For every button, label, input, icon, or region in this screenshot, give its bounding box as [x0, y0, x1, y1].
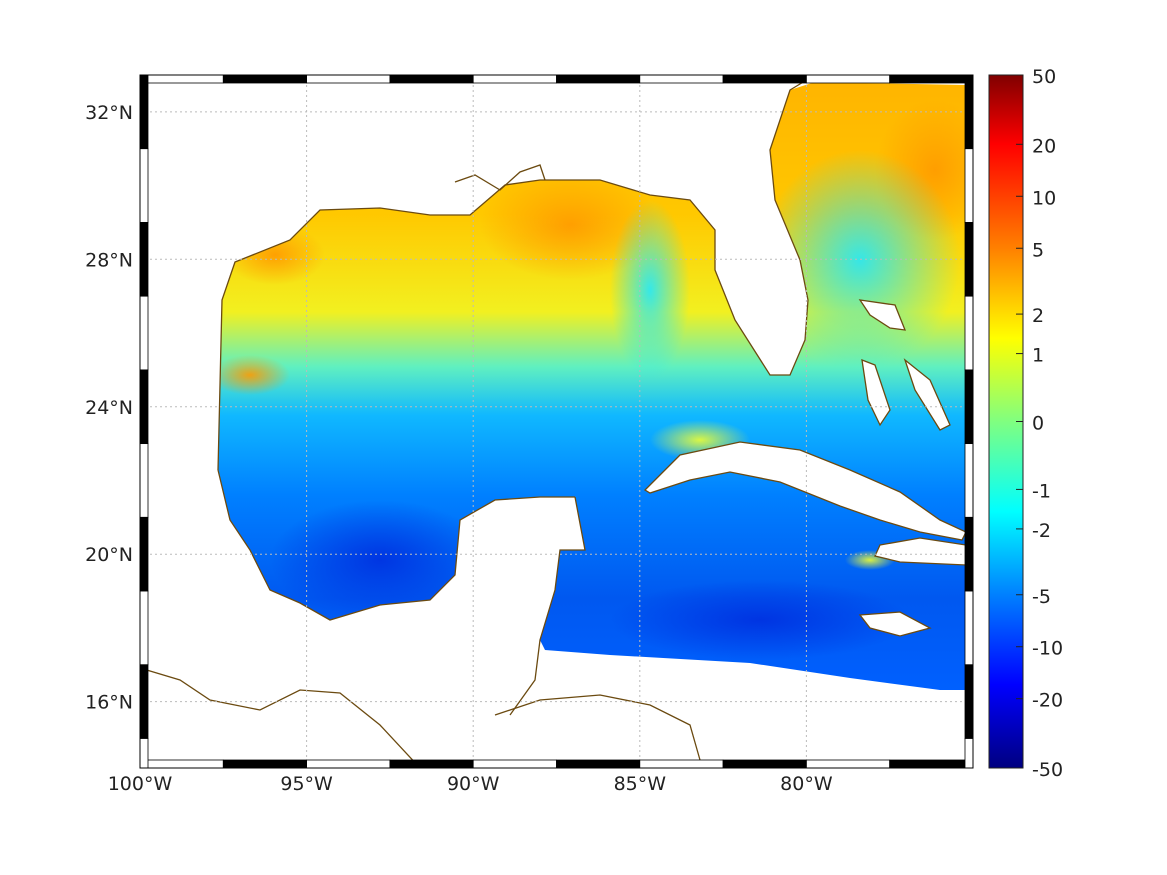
frame-segment [139, 759, 224, 769]
colorbar-tick-label: -1 [1032, 480, 1051, 502]
high-anomaly-blob [218, 355, 290, 395]
frame-segment [889, 759, 974, 769]
frame-segment [139, 74, 149, 150]
lat-tick-label: 16°N [85, 692, 133, 714]
frame-segment [139, 295, 149, 371]
jamaica [858, 611, 932, 637]
lat-tick-label: 32°N [85, 102, 133, 124]
frame-segment [139, 148, 149, 223]
frame-segment [806, 74, 891, 84]
frame-segment [964, 590, 974, 666]
colorbar-tick-label: -2 [1032, 520, 1051, 542]
lon-tick-label: 95°W [280, 773, 333, 795]
colorbar-tick-label: -50 [1032, 759, 1063, 781]
frame-segment [139, 443, 149, 518]
frame-segment [964, 222, 974, 297]
frame-segment [472, 759, 557, 769]
lat-tick-label: 24°N [85, 397, 133, 419]
frame-segment [139, 590, 149, 666]
frame-segment [964, 295, 974, 371]
frame-segment [889, 74, 974, 84]
central-america-coast [139, 667, 421, 769]
land-masses [643, 299, 967, 637]
frame-segment [964, 664, 974, 739]
frame-segment [964, 443, 974, 518]
colorbar-tick-label: 50 [1032, 66, 1056, 88]
bahamas-eleuthera [903, 358, 951, 431]
frame-segment [639, 759, 724, 769]
high-anomaly-blob [225, 225, 325, 285]
colorbar-tick-label: 2 [1032, 305, 1044, 327]
frame-segment [222, 74, 308, 84]
frame-segment [139, 516, 149, 592]
frame-segment [556, 74, 641, 84]
frame-segment [389, 759, 474, 769]
cuba [643, 441, 967, 541]
bahamas-abaco [858, 299, 907, 331]
frame-segment [139, 664, 149, 739]
mid-anomaly-blob [610, 200, 690, 380]
frame-segment [389, 74, 474, 84]
frame-segment [139, 74, 224, 84]
mississippi-delta [454, 164, 546, 191]
frame-segment [306, 74, 391, 84]
frame-segment [139, 369, 149, 445]
colorbar-tick-label: 0 [1032, 413, 1044, 435]
lon-tick-label: 100°W [108, 773, 173, 795]
frame-segment [306, 759, 391, 769]
frame-segment [964, 738, 974, 769]
lon-tick-label: 80°W [780, 773, 833, 795]
low-anomaly-blob [270, 500, 490, 620]
gulf-coastline [217, 74, 816, 716]
frame-segment [722, 759, 807, 769]
lon-tick-label: 85°W [614, 773, 667, 795]
honduras-coast [494, 694, 701, 761]
frame-segment [964, 74, 974, 150]
map-frame [139, 74, 974, 769]
frame-segment [139, 222, 149, 297]
coastline [139, 74, 816, 769]
frame-segment [964, 516, 974, 592]
frame-segment [556, 759, 641, 769]
colorbar-tick-label: 10 [1032, 187, 1056, 209]
frame-segment [964, 148, 974, 223]
frame-segment [806, 759, 891, 769]
colorbar-tick-label: 1 [1032, 345, 1044, 367]
colorbar-tick-label: 5 [1032, 239, 1044, 261]
frame-segment [639, 74, 724, 84]
lat-tick-label: 20°N [85, 544, 133, 566]
frame-border [139, 74, 974, 769]
colorbar-tick-label: 20 [1032, 135, 1056, 157]
frame-segment [222, 759, 308, 769]
lon-tick-label: 90°W [447, 773, 500, 795]
frame-segment [472, 74, 557, 84]
axis-labels: 100°W 95°W 90°W 85°W 80°W 32°N 28°N 24°N 20°N 16°… [85, 102, 833, 795]
frame-segment [964, 369, 974, 445]
lat-tick-label: 28°N [85, 249, 133, 271]
frame-segment [722, 74, 807, 84]
mid-anomaly-blob [760, 150, 960, 370]
colorbar-tick-label: -10 [1032, 638, 1063, 660]
bahamas-andros [861, 358, 891, 427]
colorbar-tick-label: -5 [1032, 586, 1051, 608]
colorbar-tick-label: -20 [1032, 690, 1063, 712]
low-anomaly-blob [610, 580, 910, 660]
frame-segment [139, 738, 149, 769]
ocean-field [218, 82, 965, 690]
